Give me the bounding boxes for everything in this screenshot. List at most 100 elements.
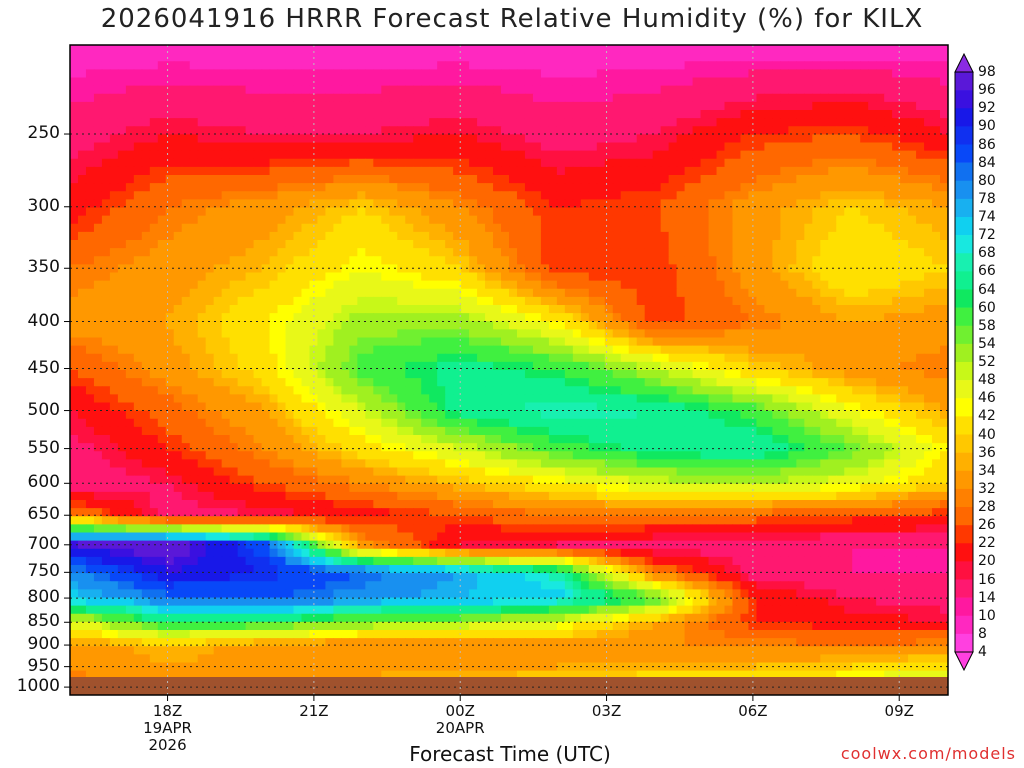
humidity-cell — [341, 248, 350, 257]
humidity-cell — [173, 118, 183, 127]
humidity-cell — [221, 272, 231, 282]
humidity-cell — [421, 69, 430, 79]
humidity-cell — [261, 101, 271, 111]
humidity-cell — [724, 264, 734, 274]
humidity-cell — [373, 142, 382, 152]
humidity-cell — [580, 101, 590, 111]
humidity-cell — [852, 150, 861, 160]
humidity-cell — [349, 321, 358, 330]
humidity-cell — [580, 166, 590, 176]
humidity-cell — [341, 77, 350, 87]
humidity-cell — [740, 248, 750, 257]
humidity-cell — [684, 134, 694, 144]
humidity-cell — [149, 175, 159, 184]
humidity-cell — [836, 370, 845, 379]
humidity-cell — [101, 85, 111, 95]
humidity-cell — [724, 158, 734, 168]
humidity-cell — [309, 110, 319, 119]
humidity-cell — [772, 166, 781, 176]
humidity-cell — [341, 118, 350, 127]
humidity-cell — [421, 410, 430, 420]
humidity-cell — [708, 175, 718, 184]
humidity-cell — [381, 361, 390, 371]
humidity-cell — [620, 175, 630, 184]
humidity-cell — [636, 110, 646, 119]
humidity-cell — [301, 402, 311, 412]
humidity-cell — [77, 77, 87, 87]
humidity-cell — [532, 93, 542, 103]
humidity-cell — [860, 256, 869, 265]
humidity-cell — [333, 248, 342, 257]
humidity-cell — [301, 158, 311, 168]
humidity-cell — [333, 93, 342, 103]
humidity-cell — [189, 256, 199, 265]
humidity-cell — [453, 126, 462, 135]
humidity-cell — [485, 215, 494, 225]
humidity-cell — [477, 264, 486, 274]
humidity-cell — [932, 199, 941, 209]
humidity-cell — [532, 199, 542, 209]
humidity-cell — [253, 410, 263, 420]
humidity-cell — [732, 353, 742, 363]
humidity-cell — [133, 166, 143, 176]
humidity-cell — [85, 329, 95, 339]
humidity-cell — [548, 142, 558, 152]
humidity-cell — [253, 142, 263, 152]
humidity-cell — [604, 313, 614, 322]
humidity-cell — [309, 410, 319, 420]
humidity-cell — [924, 386, 933, 395]
humidity-cell — [85, 158, 95, 168]
humidity-cell — [413, 231, 422, 241]
humidity-cell — [916, 93, 925, 103]
humidity-cell — [716, 256, 726, 265]
humidity-cell — [70, 85, 79, 95]
humidity-cell — [461, 370, 470, 379]
humidity-cell — [389, 345, 398, 355]
humidity-cell — [548, 296, 558, 306]
humidity-cell — [932, 118, 941, 127]
humidity-cell — [70, 93, 79, 103]
humidity-cell — [357, 223, 366, 233]
humidity-cell — [708, 53, 718, 62]
humidity-cell — [612, 215, 622, 225]
humidity-cell — [165, 370, 175, 379]
humidity-cell — [477, 240, 486, 249]
humidity-cell — [732, 45, 742, 54]
humidity-cell — [461, 215, 470, 225]
humidity-cell — [365, 321, 374, 330]
humidity-cell — [724, 150, 734, 160]
humidity-cell — [205, 296, 215, 306]
humidity-cell — [580, 378, 590, 387]
humidity-cell — [820, 158, 829, 168]
humidity-cell — [876, 353, 885, 363]
humidity-cell — [852, 256, 861, 265]
humidity-cell — [149, 280, 159, 290]
humidity-cell — [85, 134, 95, 144]
humidity-cell — [772, 329, 781, 339]
humidity-cell — [165, 85, 175, 95]
humidity-cell — [221, 118, 231, 127]
humidity-cell — [820, 378, 829, 387]
humidity-cell — [357, 370, 366, 379]
humidity-cell — [285, 305, 295, 314]
humidity-cell — [548, 93, 558, 103]
humidity-cell — [301, 353, 311, 363]
humidity-cell — [524, 215, 534, 225]
humidity-cell — [485, 150, 494, 160]
humidity-cell — [253, 183, 263, 192]
humidity-cell — [644, 150, 654, 160]
humidity-cell — [397, 280, 406, 290]
humidity-cell — [684, 191, 694, 200]
humidity-cell — [77, 240, 87, 249]
humidity-cell — [133, 53, 143, 62]
humidity-cell — [748, 280, 758, 290]
humidity-cell — [189, 175, 199, 184]
humidity-cell — [229, 69, 239, 79]
humidity-cell — [820, 305, 829, 314]
humidity-cell — [285, 361, 295, 371]
humidity-cell — [860, 345, 869, 355]
humidity-cell — [245, 215, 255, 225]
humidity-cell — [109, 370, 119, 379]
humidity-cell — [445, 231, 454, 241]
humidity-cell — [373, 126, 382, 135]
